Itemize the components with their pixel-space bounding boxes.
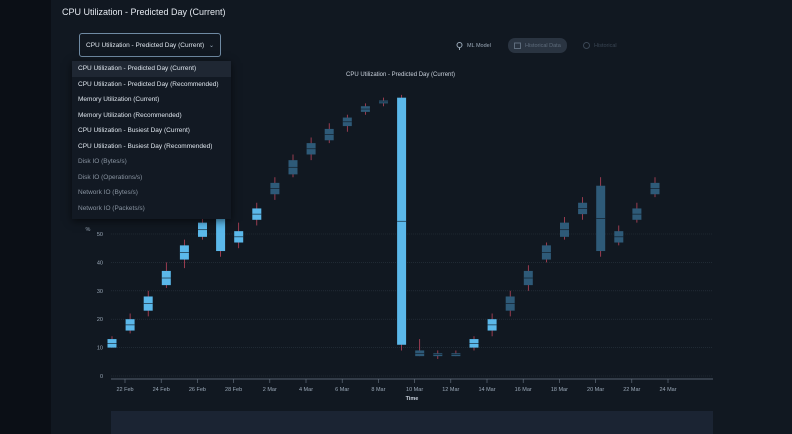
circle-icon (583, 42, 590, 49)
x-tick-label: 28 Feb (225, 387, 242, 393)
x-tick-label: 4 Mar (299, 387, 313, 393)
metric-dropdown: CPU Utilization - Predicted Day (Current… (72, 61, 231, 219)
x-tick-label: 10 Mar (406, 387, 423, 393)
x-axis-label: Time (406, 396, 419, 402)
pin-icon (456, 41, 463, 50)
historical-data-toggle[interactable]: Historical Data (508, 38, 567, 53)
panel-title: CPU Utilization - Predicted Day (Current… (62, 7, 226, 17)
historical-data-label: Historical Data (525, 42, 561, 49)
dropdown-item[interactable]: CPU Utilization - Busiest Day (Recommend… (78, 142, 213, 150)
y-tick-label: 30 (97, 289, 103, 295)
x-tick-label: 2 Mar (263, 387, 277, 393)
x-tick-label: 22 Mar (623, 387, 640, 393)
x-tick-label: 8 Mar (371, 387, 385, 393)
dropdown-item[interactable]: CPU Utilization - Predicted Day (Recomme… (78, 80, 219, 88)
dropdown-item[interactable]: Network IO (Bytes/s) (78, 189, 138, 196)
dropdown-item[interactable]: Network IO (Packets/s) (78, 204, 145, 212)
x-tick-label: 26 Feb (189, 387, 206, 393)
x-tick-label: 24 Mar (659, 387, 676, 393)
dropdown-item[interactable]: Disk IO (Operations/s) (78, 173, 143, 181)
x-tick-label: 16 Mar (515, 387, 532, 393)
ml-model-toggle[interactable]: ML Model (456, 38, 491, 53)
y-tick-label: 50 (97, 232, 103, 238)
x-tick-label: 20 Mar (587, 387, 604, 393)
x-tick-label: 6 Mar (335, 387, 349, 393)
third-toggle-label: Historical (594, 42, 617, 49)
x-tick-label: 22 Feb (116, 387, 133, 393)
third-toggle[interactable]: Historical (583, 38, 617, 53)
x-tick-label: 12 Mar (442, 387, 459, 393)
dropdown-item[interactable]: Memory Utilization (Current) (78, 96, 160, 103)
y-tick-label: 40 (97, 260, 103, 266)
y-tick-label: 20 (97, 317, 103, 323)
dropdown-item[interactable]: Memory Utilization (Recommended) (78, 111, 182, 119)
dropdown-item[interactable]: CPU Utilization - Predicted Day (Current… (72, 61, 231, 77)
metric-select[interactable]: CPU Utilization - Predicted Day (Current… (79, 33, 221, 57)
chart-title: CPU Utilization - Predicted Day (Current… (346, 72, 456, 78)
dropdown-item[interactable]: Disk IO (Bytes/s) (78, 158, 127, 165)
dropdown-item[interactable]: CPU Utilization - Busiest Day (Current) (78, 127, 190, 134)
y-tick-label: 0 (100, 374, 103, 380)
x-tick-label: 14 Mar (478, 387, 495, 393)
y-tick-label: 10 (97, 346, 103, 352)
x-tick-label: 24 Feb (153, 387, 170, 393)
navigator-bar[interactable] (111, 411, 713, 434)
metric-select-value: CPU Utilization - Predicted Day (Current… (86, 41, 205, 49)
calendar-icon (514, 42, 521, 49)
chevron-down-icon: ⌄ (208, 43, 214, 49)
y-axis-label: % (86, 227, 91, 233)
ml-model-label: ML Model (467, 42, 491, 49)
x-tick-label: 18 Mar (551, 387, 568, 393)
